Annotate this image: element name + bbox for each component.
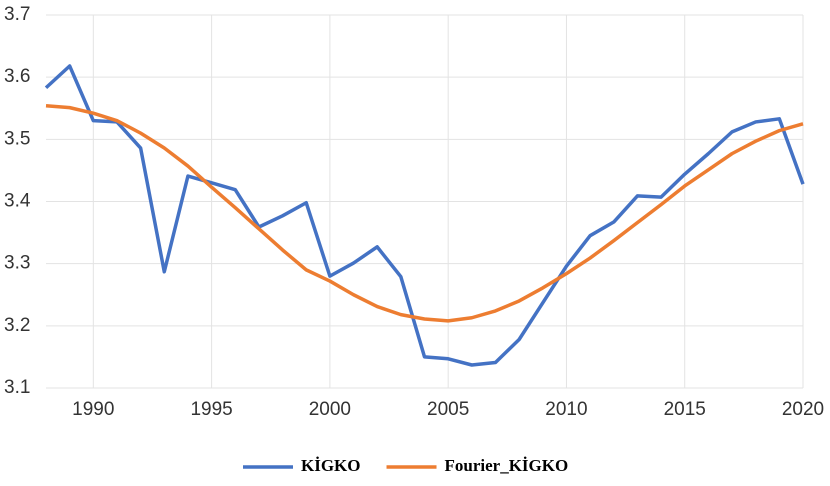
y-tick-label: 3.4 xyxy=(4,191,31,212)
y-tick-label: 3.1 xyxy=(4,377,30,398)
x-tick-label: 2000 xyxy=(309,399,351,420)
y-tick-label: 3.7 xyxy=(4,4,30,25)
x-tick-label: 2010 xyxy=(545,399,587,420)
line-series xyxy=(44,64,805,367)
x-tick-label: 2015 xyxy=(664,399,706,420)
y-tick-label: 3.6 xyxy=(4,66,30,87)
line-series xyxy=(45,104,804,323)
x-tick-label: 1990 xyxy=(72,399,114,420)
x-tick-label: 2005 xyxy=(427,399,469,420)
y-tick-label: 3.5 xyxy=(4,128,30,149)
legend-label: Fourier_KİGKO xyxy=(445,456,569,475)
legend-label: KİGKO xyxy=(301,456,361,475)
y-tick-label: 3.2 xyxy=(4,315,30,336)
y-tick-label: 3.3 xyxy=(4,253,30,274)
x-tick-label: 1995 xyxy=(190,399,232,420)
x-tick-label: 2020 xyxy=(782,399,824,420)
